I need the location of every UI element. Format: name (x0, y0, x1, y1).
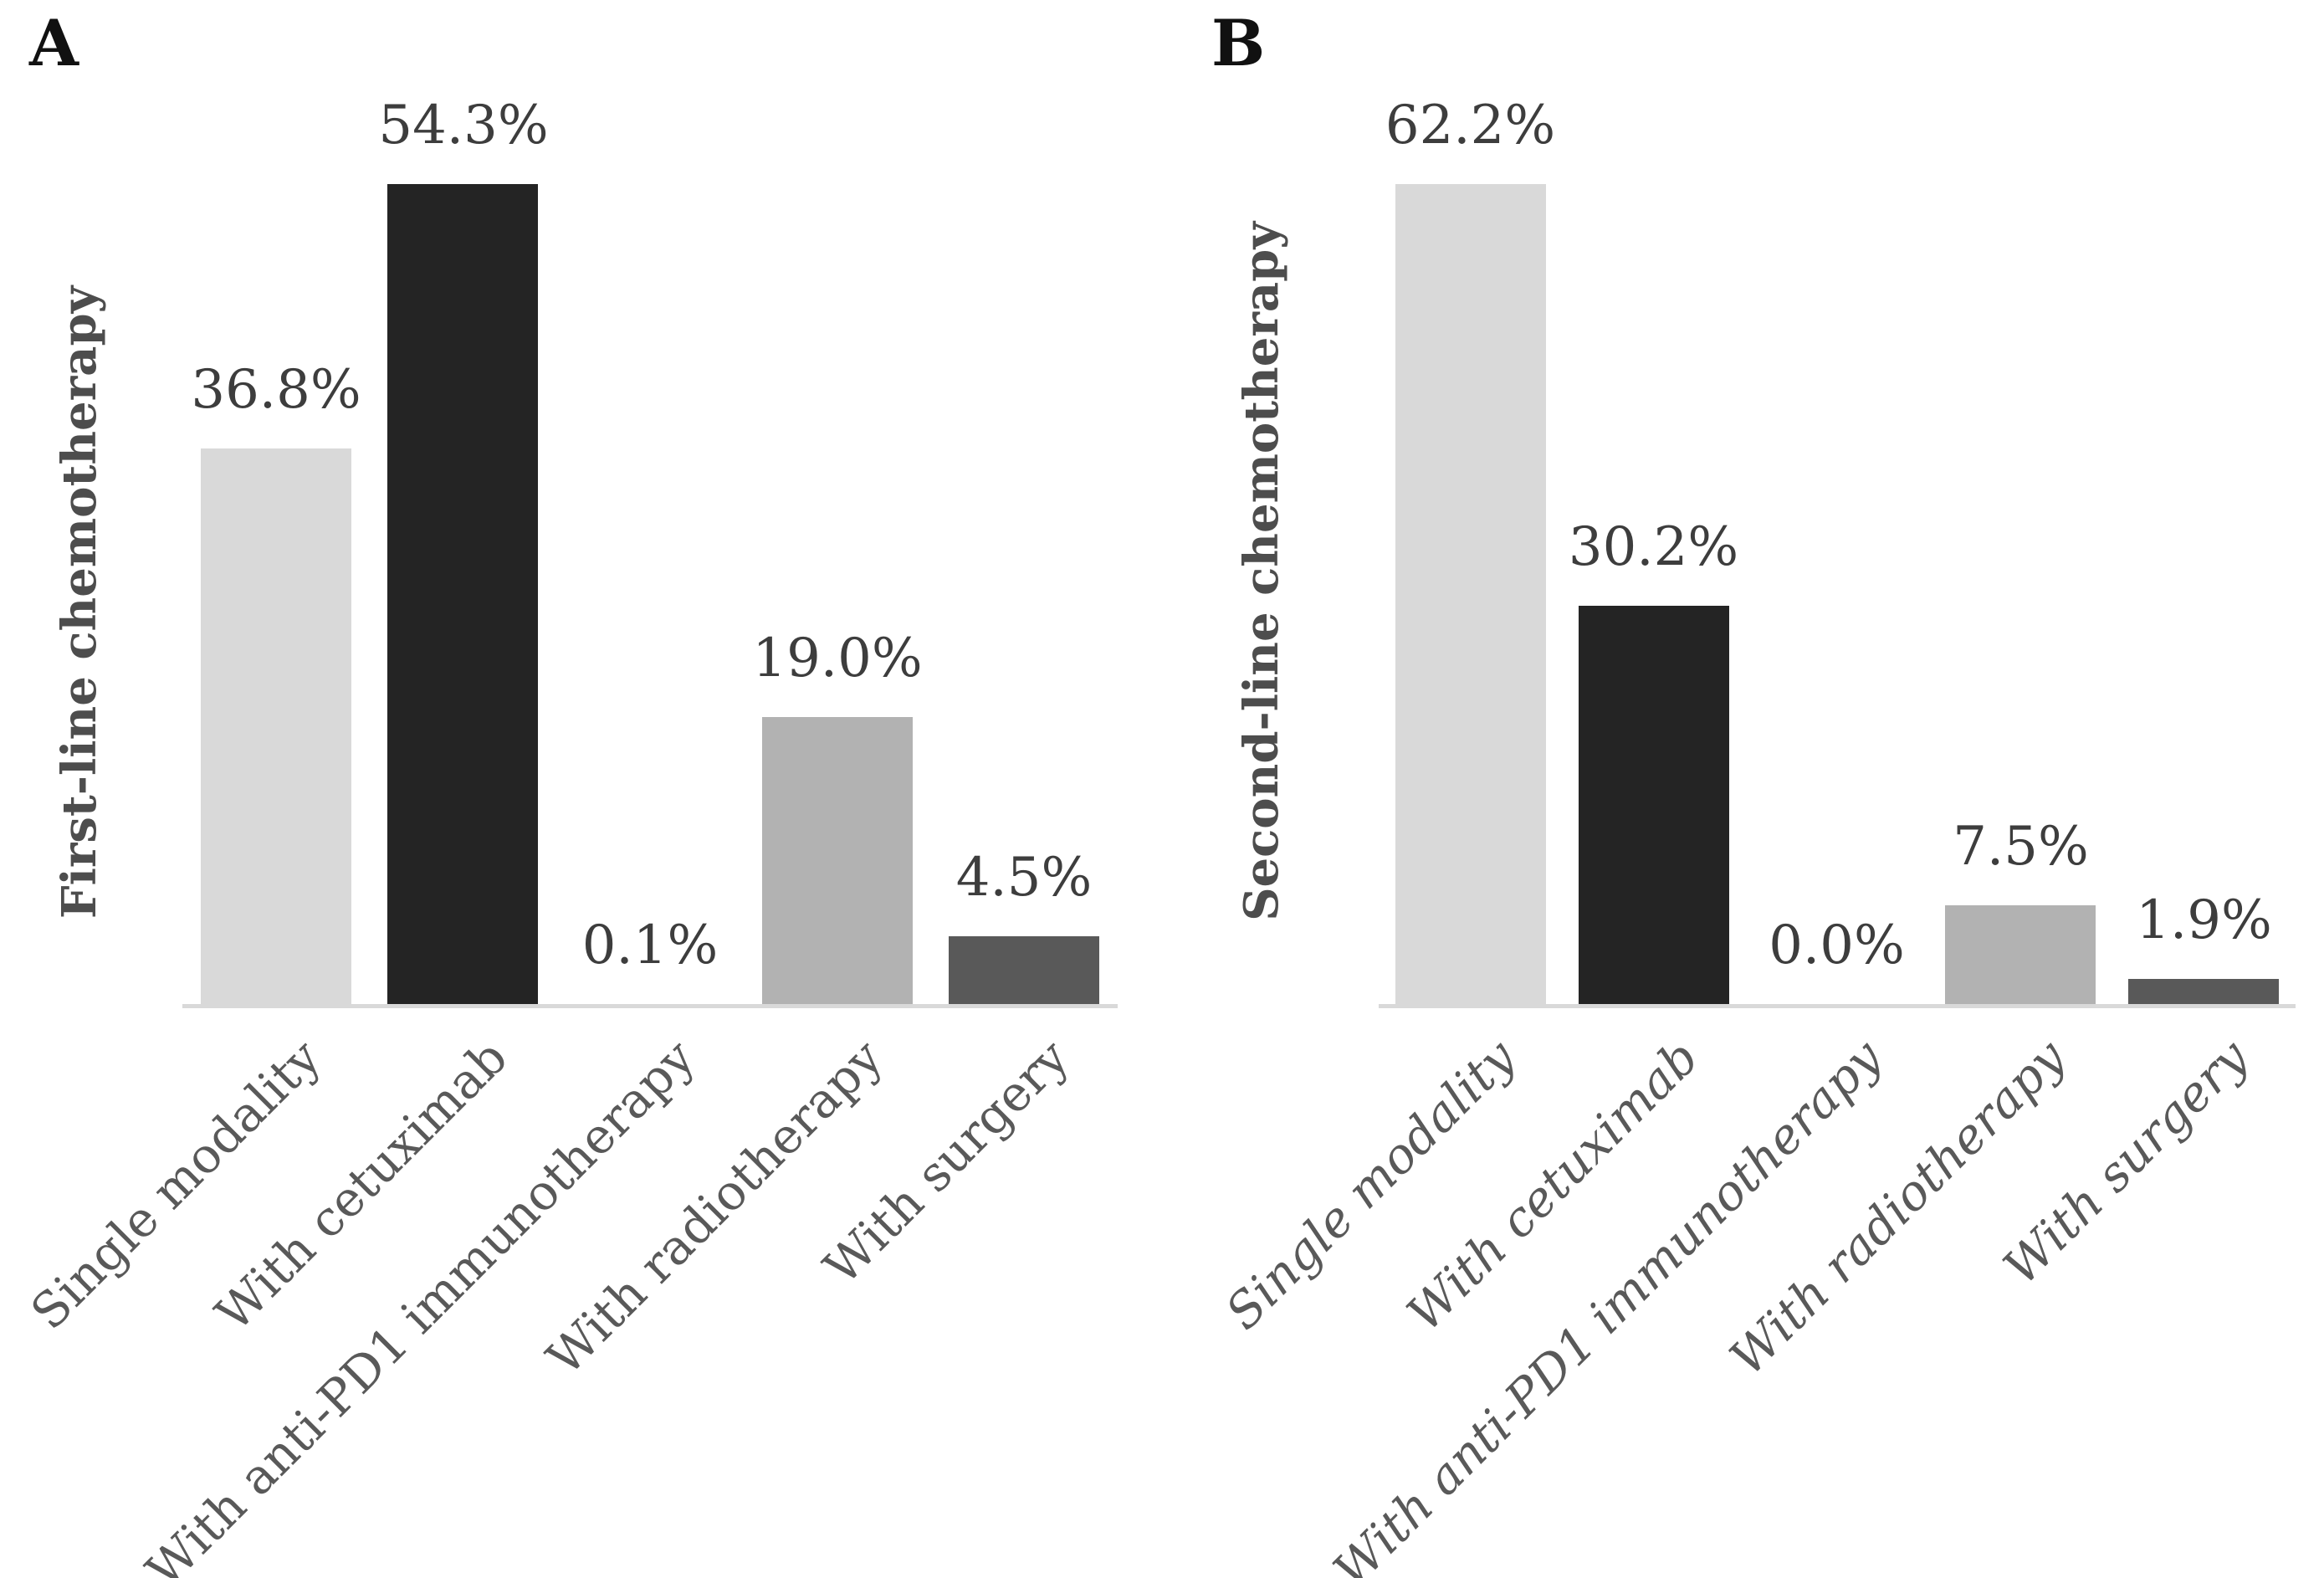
bar-with-cetuximab (387, 184, 538, 1004)
panel-a: A First-line chemotherapy 36.8% 54.3% 0.1%… (20, 6, 1118, 1578)
bar-with-radiotherapy (1945, 905, 2096, 1004)
bar-with-surgery (2128, 979, 2279, 1004)
value-label-with-anti-pd1-immunotherapy: 0.1% (581, 915, 719, 976)
bar-with-cetuximab (1579, 606, 1729, 1004)
panel-b-y-axis-label: Second-line chemotherapy (1234, 222, 1289, 921)
value-label-with-radiotherapy: 19.0% (752, 628, 923, 689)
bar-single-modality (201, 448, 351, 1004)
value-label-single-modality: 36.8% (191, 359, 361, 421)
panel-a-y-axis-label: First-line chemotherapy (52, 285, 107, 920)
panel-b: B Second-line chemotherapy 62.2% 30.2% 0.0… (1162, 0, 2324, 1578)
bar-with-radiotherapy (762, 717, 913, 1004)
x-axis-label-with-radiotherapy: With radiotherapy (1718, 1028, 2076, 1386)
value-label-with-anti-pd1-immunotherapy: 0.0% (1769, 915, 1905, 976)
value-label-with-cetuximab: 54.3% (378, 95, 549, 156)
panel-b-plot-area: 62.2% 30.2% 0.0% 7.5% 1.9% (1379, 99, 2296, 1008)
x-axis-label-with-radiotherapy: With radiotherapy (535, 1028, 893, 1386)
value-label-single-modality: 62.2% (1385, 95, 1556, 156)
value-label-with-radiotherapy: 7.5% (1953, 816, 2089, 878)
bar-with-surgery (949, 936, 1099, 1004)
value-label-with-surgery: 4.5% (955, 847, 1093, 909)
panel-b-letter: B (1211, 6, 1266, 80)
value-label-with-cetuximab: 30.2% (1568, 516, 1739, 578)
bar-single-modality (1395, 184, 1546, 1004)
panel-a-letter: A (29, 6, 79, 80)
value-label-with-surgery: 1.9% (2136, 889, 2272, 951)
panel-a-plot-area: 36.8% 54.3% 0.1% 19.0% 4.5% (182, 99, 1118, 1008)
